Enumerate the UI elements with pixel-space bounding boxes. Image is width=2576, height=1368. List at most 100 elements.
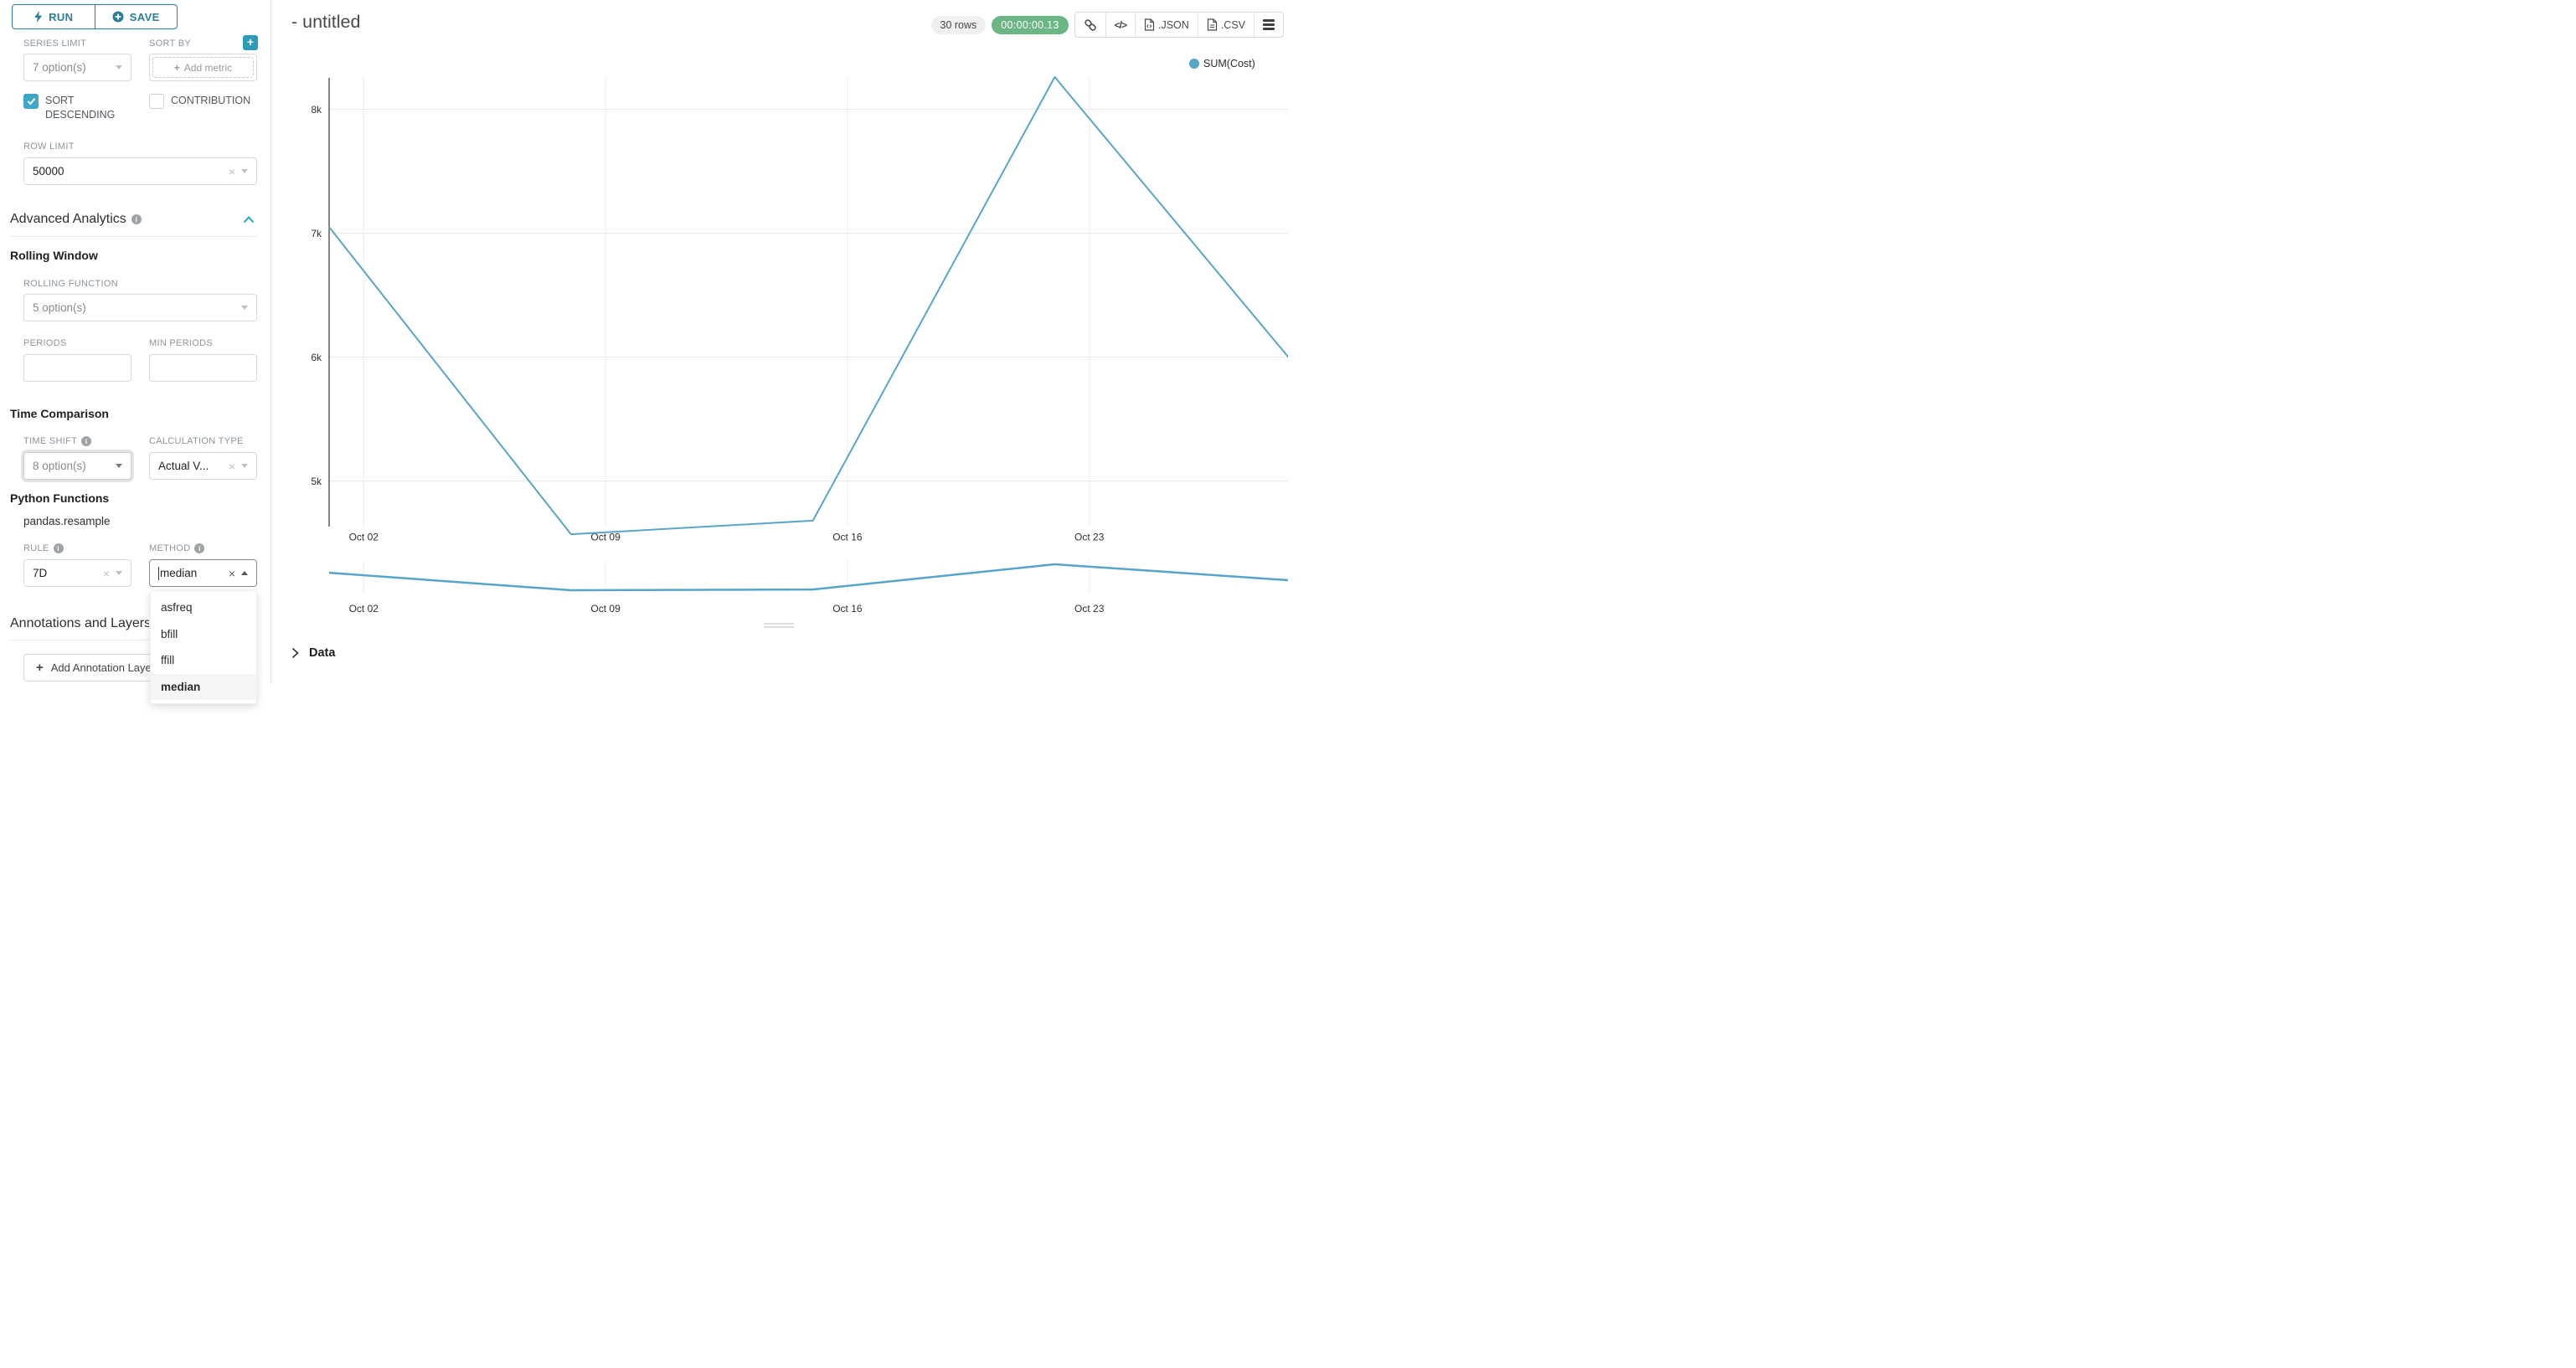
- chevron-down-icon: [116, 464, 122, 468]
- chart-title[interactable]: - untitled: [291, 12, 361, 32]
- embed-code-button[interactable]: [1105, 13, 1135, 37]
- plus-icon: [36, 661, 44, 675]
- method-option-median[interactable]: median: [151, 673, 256, 700]
- periods-label: PERIODS: [23, 338, 67, 348]
- sort-by-label: SORT BY: [149, 39, 191, 49]
- chevron-down-icon: [241, 169, 248, 173]
- min-periods-input[interactable]: [149, 354, 257, 382]
- series-limit-select[interactable]: 7 option(s): [23, 54, 131, 81]
- lightning-icon: [34, 11, 43, 23]
- y-tick-label: 5k: [311, 476, 322, 487]
- clear-icon[interactable]: [103, 568, 110, 579]
- main-line-chart[interactable]: 8k 7k 6k 5k Oct 02 Oct 09 Oct 16 Oct 23: [271, 67, 1288, 546]
- mini-x-tick-label: Oct 02: [349, 603, 379, 615]
- chevron-down-icon: [116, 65, 122, 69]
- add-annotation-layer-label: Add Annotation Layer: [50, 661, 156, 674]
- control-panel-sidebar: RUN SAVE SERIES LIMIT SORT BY 7 option(s…: [0, 0, 271, 704]
- cost-line-series-mini: [328, 563, 1288, 592]
- time-shift-label: TIME SHIFT: [23, 436, 92, 446]
- method-label-text: METHOD: [149, 543, 191, 553]
- sort-by-select[interactable]: Add metric: [149, 54, 257, 81]
- add-metric-chip[interactable]: Add metric: [152, 57, 254, 78]
- menu-icon: [1263, 19, 1275, 30]
- legend-label: SUM(Cost): [1203, 58, 1255, 69]
- calculation-type-select[interactable]: Actual V...: [149, 452, 257, 480]
- rolling-function-label: ROLLING FUNCTION: [23, 279, 118, 289]
- chart-legend[interactable]: SUM(Cost): [1189, 58, 1255, 69]
- row-limit-label: ROW LIMIT: [23, 141, 75, 152]
- mini-x-tick-label: Oct 23: [1074, 603, 1105, 615]
- rolling-function-value: 5 option(s): [33, 301, 86, 314]
- save-button[interactable]: SAVE: [94, 5, 178, 28]
- plus-circle-icon: [112, 11, 124, 23]
- clear-icon[interactable]: [229, 166, 235, 177]
- method-select[interactable]: median: [149, 559, 257, 587]
- copy-link-button[interactable]: [1075, 13, 1105, 37]
- collapse-chevron-up-icon[interactable]: [243, 216, 255, 224]
- time-shift-label-text: TIME SHIFT: [23, 436, 78, 446]
- time-shift-select[interactable]: 8 option(s): [23, 452, 131, 480]
- rolling-function-select[interactable]: 5 option(s): [23, 294, 257, 321]
- info-icon: [131, 214, 142, 224]
- pandas-resample-label: pandas.resample: [23, 515, 111, 527]
- rule-select[interactable]: 7D: [23, 559, 131, 587]
- rolling-window-title: Rolling Window: [10, 249, 98, 262]
- info-icon: [81, 436, 92, 446]
- y-tick-label: 7k: [311, 228, 322, 239]
- chevron-down-icon: [116, 571, 122, 575]
- run-button-label: RUN: [49, 10, 74, 23]
- sort-descending-checkbox-row[interactable]: SORT DESCENDING: [23, 94, 124, 122]
- run-button[interactable]: RUN: [13, 5, 95, 28]
- method-option-asfreq[interactable]: asfreq: [161, 601, 193, 615]
- csv-file-icon: [1207, 18, 1217, 31]
- query-timer-badge: 00:00:00.13: [992, 15, 1069, 34]
- info-icon: [194, 543, 205, 553]
- info-icon: [53, 543, 64, 553]
- save-button-label: SAVE: [129, 10, 160, 23]
- chevron-down-icon: [241, 306, 248, 310]
- chevron-right-icon: [291, 647, 299, 659]
- export-json-label: .JSON: [1158, 18, 1189, 31]
- checkbox-empty-icon[interactable]: [149, 94, 164, 109]
- export-csv-label: .CSV: [1220, 18, 1245, 31]
- annotations-title: Annotations and Layers: [10, 616, 149, 630]
- code-icon: [1115, 19, 1126, 31]
- contribution-checkbox-row[interactable]: CONTRIBUTION: [149, 94, 250, 109]
- explore-page: RUN SAVE SERIES LIMIT SORT BY 7 option(s…: [0, 0, 1288, 704]
- clear-icon[interactable]: [229, 460, 235, 472]
- x-tick-label: Oct 09: [590, 532, 621, 543]
- advanced-analytics-header[interactable]: Advanced Analytics: [10, 212, 142, 227]
- rule-value: 7D: [33, 567, 48, 579]
- rule-label: RULE: [23, 543, 64, 553]
- mini-preview-chart[interactable]: Oct 02 Oct 09 Oct 16 Oct 23: [271, 555, 1288, 620]
- series-limit-label: SERIES LIMIT: [23, 39, 87, 49]
- mini-x-tick-label: Oct 09: [590, 603, 621, 615]
- chart-header-toolbar: 30 rows 00:00:00.13 .J: [930, 12, 1284, 38]
- rule-label-text: RULE: [23, 543, 49, 553]
- method-option-ffill[interactable]: ffill: [161, 654, 175, 667]
- add-metric-plus-button[interactable]: [243, 35, 258, 50]
- checkbox-checked-icon[interactable]: [23, 94, 39, 109]
- export-json-button[interactable]: .JSON: [1135, 13, 1198, 37]
- data-panel-header[interactable]: Data: [291, 646, 335, 660]
- periods-input[interactable]: [23, 354, 131, 382]
- min-periods-label: MIN PERIODS: [149, 338, 214, 348]
- calculation-type-label: CALCULATION TYPE: [149, 436, 244, 446]
- panel-resize-handle[interactable]: [764, 623, 794, 628]
- more-options-button[interactable]: [1254, 13, 1283, 37]
- run-save-button-group: RUN SAVE: [12, 4, 178, 29]
- contribution-label: CONTRIBUTION: [171, 95, 251, 106]
- calculation-type-value: Actual V...: [158, 460, 209, 472]
- x-tick-label: Oct 02: [349, 532, 379, 543]
- chevron-up-icon: [241, 571, 248, 575]
- method-value: median: [160, 567, 198, 579]
- y-tick-label: 8k: [311, 104, 322, 116]
- time-shift-value: 8 option(s): [33, 460, 86, 472]
- export-button-group: .JSON .CSV: [1074, 12, 1284, 38]
- x-tick-label: Oct 16: [832, 532, 863, 543]
- export-csv-button[interactable]: .CSV: [1197, 13, 1254, 37]
- advanced-analytics-title: Advanced Analytics: [10, 212, 126, 226]
- clear-icon[interactable]: [229, 568, 235, 579]
- row-limit-select[interactable]: 50000: [23, 157, 257, 185]
- method-option-bfill[interactable]: bfill: [161, 627, 178, 640]
